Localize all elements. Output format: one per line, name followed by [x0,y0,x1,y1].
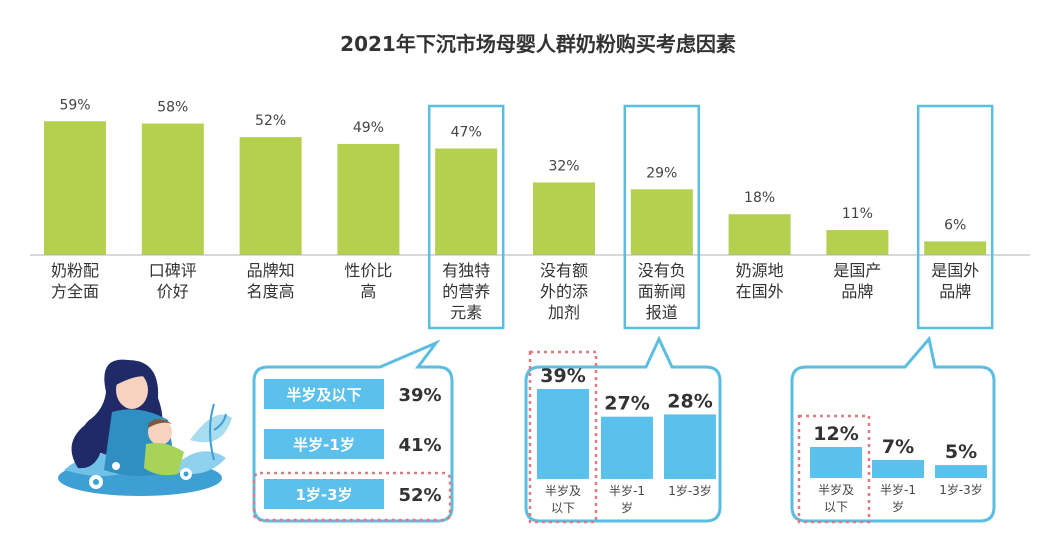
bar-9 [924,241,987,255]
bar-3 [337,143,400,255]
category-label-5-0: 没有额 [540,261,588,280]
category-label-4-0: 有独特 [442,261,490,280]
bar-value-label-3: 49% [353,120,384,136]
bar-8 [826,230,889,255]
highlight-box-1 [623,104,701,330]
sub2-category-2-0: 1岁-3岁 [668,483,712,498]
bar-1 [141,123,204,256]
sub3-value-2: 5% [945,441,977,463]
category-label-2-0: 品牌知 [247,261,295,280]
category-label-1-1: 价好 [157,282,189,301]
bar-value-label-5: 32% [548,158,579,174]
sub1-category-2: 1岁-3岁 [295,486,352,504]
sub2-value-2: 28% [667,390,712,412]
sub3-category-1-1: 岁 [892,499,904,514]
sub2-value-0: 39% [540,365,585,387]
sub2-emphasis-box [528,350,598,524]
sub2-category-0-0: 半岁及 [545,483,581,498]
highlight-boxes [427,104,994,330]
category-label-3-0: 性价比 [344,261,392,280]
category-label-5-1: 外的添 [540,282,588,301]
sub1-bar-0 [264,379,384,409]
sub2-bar-1 [601,416,653,479]
category-label-9-1: 品牌 [939,282,971,301]
category-label-6-1: 面新闻 [638,282,686,301]
category-label-5-2: 加剂 [548,303,580,322]
sub3-emphasis-box [797,414,871,524]
bar-0 [44,121,106,256]
category-label-7-0: 奶源地 [736,261,784,280]
sub3-value-0: 12% [813,423,858,445]
category-label-2-1: 名度高 [247,282,295,301]
bar-value-label-9: 6% [944,217,966,233]
category-label-4-1: 的营养 [442,282,490,301]
highlight-box-0 [427,104,505,330]
sub2-category-0-1: 以下 [551,501,575,515]
sub1-emphasis-box [252,471,452,522]
bar-value-label-7: 18% [744,190,775,206]
sub-chart-news: 39% 半岁及以下 27% 半岁-1 岁 28% 1岁-3岁 [528,350,716,524]
sub1-value-1: 41% [398,435,441,456]
sub1-category-0: 半岁及以下 [286,386,361,404]
sub1-bar-1 [264,429,384,459]
sub2-category-1-1: 岁 [621,500,633,515]
category-label-0-1: 方全面 [51,282,99,301]
category-label-3-1: 高 [360,282,376,301]
sub3-category-2-0: 1岁-3岁 [939,482,983,497]
bar-4 [435,148,498,255]
sub3-category-0-0: 半岁及 [818,482,854,497]
sub3-bar-1 [872,459,924,478]
bar-5 [533,182,595,255]
sub2-bar-0 [537,389,589,479]
category-label-9-0: 是国外 [931,261,979,280]
sub3-value-1: 7% [882,436,914,458]
main-bar-series [44,121,987,256]
mother-baby-illustration [58,359,232,496]
sub2-bar-2 [664,414,716,479]
sub1-value-2: 52% [398,485,441,506]
category-label-4-2: 元素 [450,303,482,322]
bar-value-label-2: 52% [255,113,286,129]
category-label-6-2: 报道 [646,303,678,322]
sub3-bar-2 [935,465,987,478]
sub-chart-nutrition: 半岁及以下 39% 半岁-1岁 41% 1岁-3岁 52% [252,379,452,522]
sub3-bar-0 [810,447,862,478]
highlight-box-2 [916,104,994,330]
bar-6 [630,189,693,255]
bar-7 [728,214,791,255]
category-label-6-0: 没有负 [638,261,686,280]
bar-value-label-1: 58% [157,100,188,116]
sub1-category-1: 半岁-1岁 [293,436,355,454]
category-label-8-1: 品牌 [841,282,873,301]
bar-value-label-8: 11% [842,206,873,222]
bar-2 [239,137,302,255]
sub1-bar-2 [264,479,384,509]
sub2-value-1: 27% [604,393,649,415]
category-label-8-0: 是国产 [833,261,881,280]
bar-value-label-6: 29% [646,165,677,181]
sub1-value-0: 39% [398,385,441,406]
category-label-1-0: 口碑评 [149,261,197,280]
sub3-category-0-1: 以下 [824,500,848,514]
sub-chart-foreign: 12% 半岁及以下 7% 半岁-1 岁 5% 1岁-3岁 [797,414,987,524]
category-label-0-0: 奶粉配 [51,261,99,280]
chart-title: 2021年下沉市场母婴人群奶粉购买考虑因素 [340,32,736,56]
sub3-category-1-0: 半岁-1 [880,482,916,497]
category-label-7-1: 在国外 [736,282,784,301]
sub2-category-1-0: 半岁-1 [609,483,645,498]
bar-value-label-4: 47% [451,124,482,140]
bar-value-label-0: 59% [59,97,90,113]
